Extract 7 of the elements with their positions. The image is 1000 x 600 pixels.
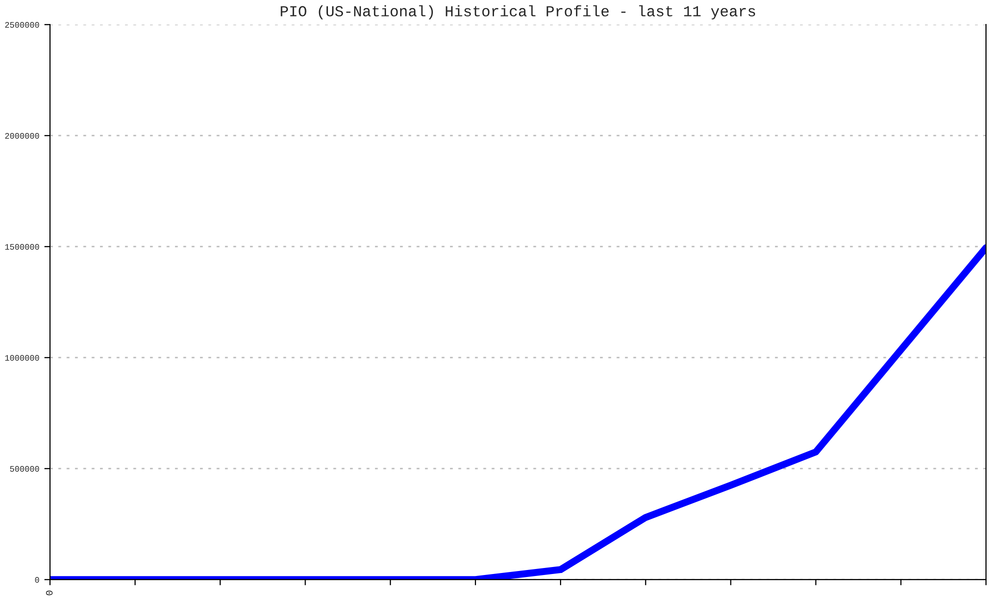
y-tick-label: 2000000: [5, 133, 40, 139]
y-tick-label: 500000: [10, 466, 40, 472]
y-tick-label: 1000000: [5, 355, 40, 361]
y-tick-label: 1500000: [5, 244, 40, 250]
y-tick-label: 2500000: [5, 22, 40, 28]
y-tick-label: 0: [35, 577, 40, 583]
chart-title: PIO (US-National) Historical Profile - last 11 years: [280, 5, 756, 20]
